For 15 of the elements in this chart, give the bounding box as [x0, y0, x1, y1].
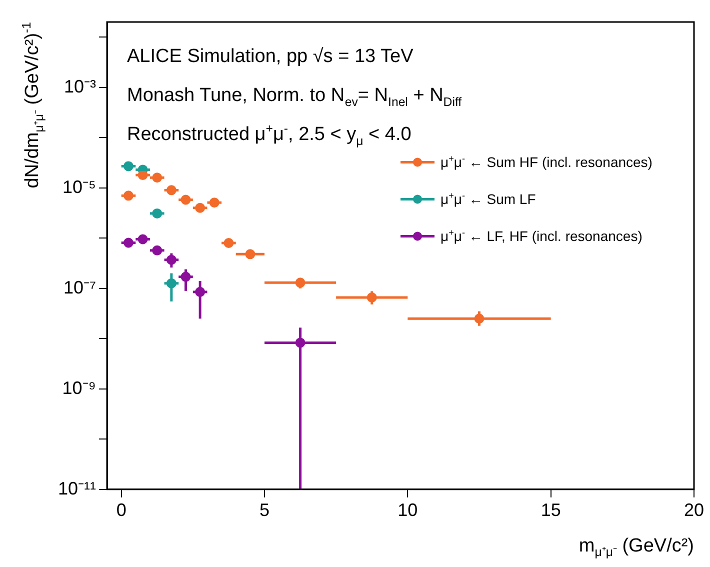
y-tick-label: 10⁻³ [64, 76, 96, 96]
legend-label: μ+μ- ← LF, HF (incl. resonances) [440, 228, 642, 244]
y-tick-label: 10⁻⁷ [63, 277, 96, 298]
x-tick-label: 5 [259, 500, 270, 520]
y-axis-title: dN/dmμ⁺μ⁻ (GeV/c²)-1 [19, 22, 46, 188]
y-tick-label: 10⁻⁹ [62, 378, 96, 398]
annotation: ALICE Simulation, pp √s = 13 TeV [127, 46, 414, 67]
x-tick-label: 20 [684, 500, 704, 520]
legend-label: μ+μ- ← Sum LF [440, 190, 536, 208]
x-tick-label: 15 [540, 500, 561, 520]
x-tick-label: 0 [116, 500, 126, 520]
y-tick-label: 10⁻¹¹ [58, 478, 96, 498]
legend-label: μ+μ- ← Sum HF (incl. resonances) [440, 154, 652, 170]
y-tick-label: 10⁻⁵ [62, 176, 96, 197]
x-tick-label: 10 [398, 500, 418, 520]
